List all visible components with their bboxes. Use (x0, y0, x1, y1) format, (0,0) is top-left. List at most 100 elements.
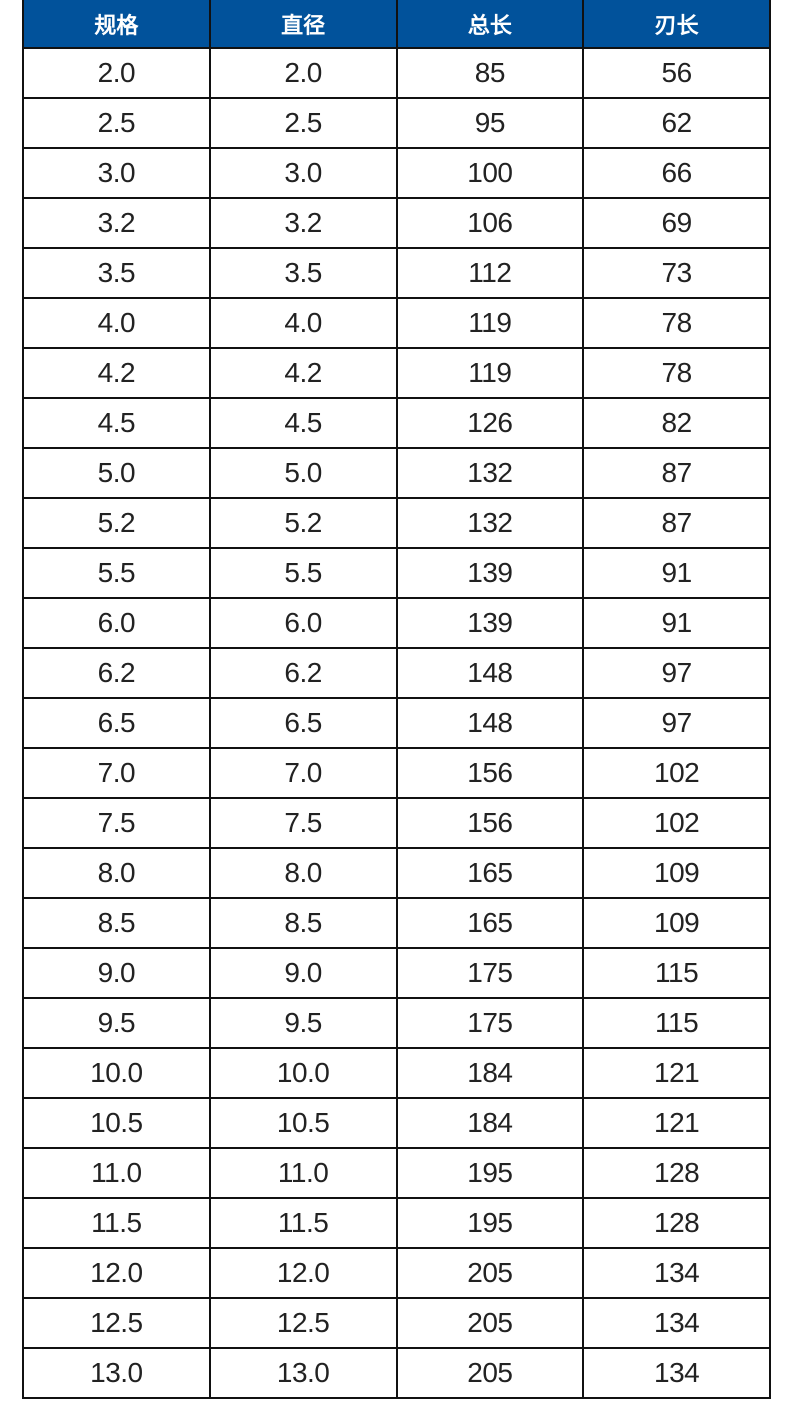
cell-blade-length: 134 (582, 1247, 771, 1299)
cell-blade-length: 78 (582, 297, 771, 349)
cell-diameter: 10.5 (208, 1097, 398, 1149)
cell-spec: 6.0 (22, 597, 211, 649)
header-spec: 规格 (22, 0, 211, 49)
cell-spec: 7.0 (22, 747, 211, 799)
cell-spec: 6.2 (22, 647, 211, 699)
cell-blade-length: 102 (582, 797, 771, 849)
cell-diameter: 3.0 (208, 147, 398, 199)
cell-spec: 12.0 (22, 1247, 211, 1299)
cell-total-length: 156 (395, 797, 585, 849)
table-row: 9.0 9.0 175 115 (22, 947, 771, 999)
cell-diameter: 9.0 (208, 947, 398, 999)
table-row: 2.0 2.0 85 56 (22, 47, 771, 99)
cell-spec: 12.5 (22, 1297, 211, 1349)
cell-spec: 3.2 (22, 197, 211, 249)
table-row: 13.0 13.0 205 134 (22, 1347, 771, 1399)
table-body: 2.0 2.0 85 56 2.5 2.5 95 62 3.0 3.0 100 66 3.2 3.2 106… (22, 47, 771, 1399)
cell-total-length: 175 (395, 997, 585, 1049)
table-row: 9.5 9.5 175 115 (22, 997, 771, 1049)
cell-total-length: 184 (395, 1047, 585, 1099)
cell-total-length: 195 (395, 1147, 585, 1199)
cell-spec: 2.0 (22, 47, 211, 99)
table-row: 12.5 12.5 205 134 (22, 1297, 771, 1349)
cell-blade-length: 134 (582, 1297, 771, 1349)
cell-spec: 9.0 (22, 947, 211, 999)
cell-total-length: 95 (395, 97, 585, 149)
cell-total-length: 165 (395, 847, 585, 899)
table-row: 2.5 2.5 95 62 (22, 97, 771, 149)
cell-diameter: 7.5 (208, 797, 398, 849)
cell-total-length: 112 (395, 247, 585, 299)
cell-spec: 3.5 (22, 247, 211, 299)
table-row: 12.0 12.0 205 134 (22, 1247, 771, 1299)
header-blade-length: 刃长 (582, 0, 771, 49)
table-row: 6.5 6.5 148 97 (22, 697, 771, 749)
cell-blade-length: 73 (582, 247, 771, 299)
table-row: 11.0 11.0 195 128 (22, 1147, 771, 1199)
cell-blade-length: 128 (582, 1147, 771, 1199)
cell-total-length: 205 (395, 1347, 585, 1399)
cell-diameter: 4.2 (208, 347, 398, 399)
cell-spec: 4.5 (22, 397, 211, 449)
cell-total-length: 119 (395, 347, 585, 399)
table-row: 4.5 4.5 126 82 (22, 397, 771, 449)
table-row: 11.5 11.5 195 128 (22, 1197, 771, 1249)
cell-diameter: 9.5 (208, 997, 398, 1049)
cell-diameter: 7.0 (208, 747, 398, 799)
cell-diameter: 2.5 (208, 97, 398, 149)
header-diameter: 直径 (208, 0, 398, 49)
cell-total-length: 205 (395, 1297, 585, 1349)
cell-total-length: 126 (395, 397, 585, 449)
cell-total-length: 184 (395, 1097, 585, 1149)
cell-spec: 8.5 (22, 897, 211, 949)
cell-blade-length: 78 (582, 347, 771, 399)
cell-total-length: 139 (395, 597, 585, 649)
spec-table: 规格 直径 总长 刃长 2.0 2.0 85 56 2.5 2.5 95 62 3.0 3.0 10… (22, 0, 771, 1399)
cell-total-length: 85 (395, 47, 585, 99)
cell-blade-length: 115 (582, 997, 771, 1049)
cell-diameter: 2.0 (208, 47, 398, 99)
cell-total-length: 119 (395, 297, 585, 349)
cell-blade-length: 66 (582, 147, 771, 199)
cell-diameter: 11.0 (208, 1147, 398, 1199)
table-row: 5.0 5.0 132 87 (22, 447, 771, 499)
cell-total-length: 195 (395, 1197, 585, 1249)
cell-blade-length: 97 (582, 647, 771, 699)
table-row: 5.2 5.2 132 87 (22, 497, 771, 549)
cell-blade-length: 115 (582, 947, 771, 999)
cell-diameter: 10.0 (208, 1047, 398, 1099)
table-row: 4.0 4.0 119 78 (22, 297, 771, 349)
cell-spec: 4.0 (22, 297, 211, 349)
cell-diameter: 3.5 (208, 247, 398, 299)
table-row: 6.2 6.2 148 97 (22, 647, 771, 699)
cell-spec: 5.5 (22, 547, 211, 599)
table-row: 5.5 5.5 139 91 (22, 547, 771, 599)
cell-spec: 10.0 (22, 1047, 211, 1099)
table-row: 10.0 10.0 184 121 (22, 1047, 771, 1099)
cell-diameter: 13.0 (208, 1347, 398, 1399)
cell-total-length: 148 (395, 697, 585, 749)
table-row: 4.2 4.2 119 78 (22, 347, 771, 399)
cell-spec: 2.5 (22, 97, 211, 149)
table-row: 3.2 3.2 106 69 (22, 197, 771, 249)
cell-diameter: 8.0 (208, 847, 398, 899)
cell-spec: 3.0 (22, 147, 211, 199)
cell-diameter: 6.0 (208, 597, 398, 649)
cell-diameter: 4.5 (208, 397, 398, 449)
table-row: 7.5 7.5 156 102 (22, 797, 771, 849)
table-row: 3.5 3.5 112 73 (22, 247, 771, 299)
table-row: 8.5 8.5 165 109 (22, 897, 771, 949)
table-row: 10.5 10.5 184 121 (22, 1097, 771, 1149)
table-row: 8.0 8.0 165 109 (22, 847, 771, 899)
cell-diameter: 8.5 (208, 897, 398, 949)
table-row: 3.0 3.0 100 66 (22, 147, 771, 199)
cell-total-length: 148 (395, 647, 585, 699)
cell-spec: 6.5 (22, 697, 211, 749)
cell-blade-length: 134 (582, 1347, 771, 1399)
cell-blade-length: 102 (582, 747, 771, 799)
cell-spec: 5.2 (22, 497, 211, 549)
cell-total-length: 132 (395, 447, 585, 499)
cell-total-length: 165 (395, 897, 585, 949)
cell-diameter: 12.0 (208, 1247, 398, 1299)
cell-spec: 11.5 (22, 1197, 211, 1249)
